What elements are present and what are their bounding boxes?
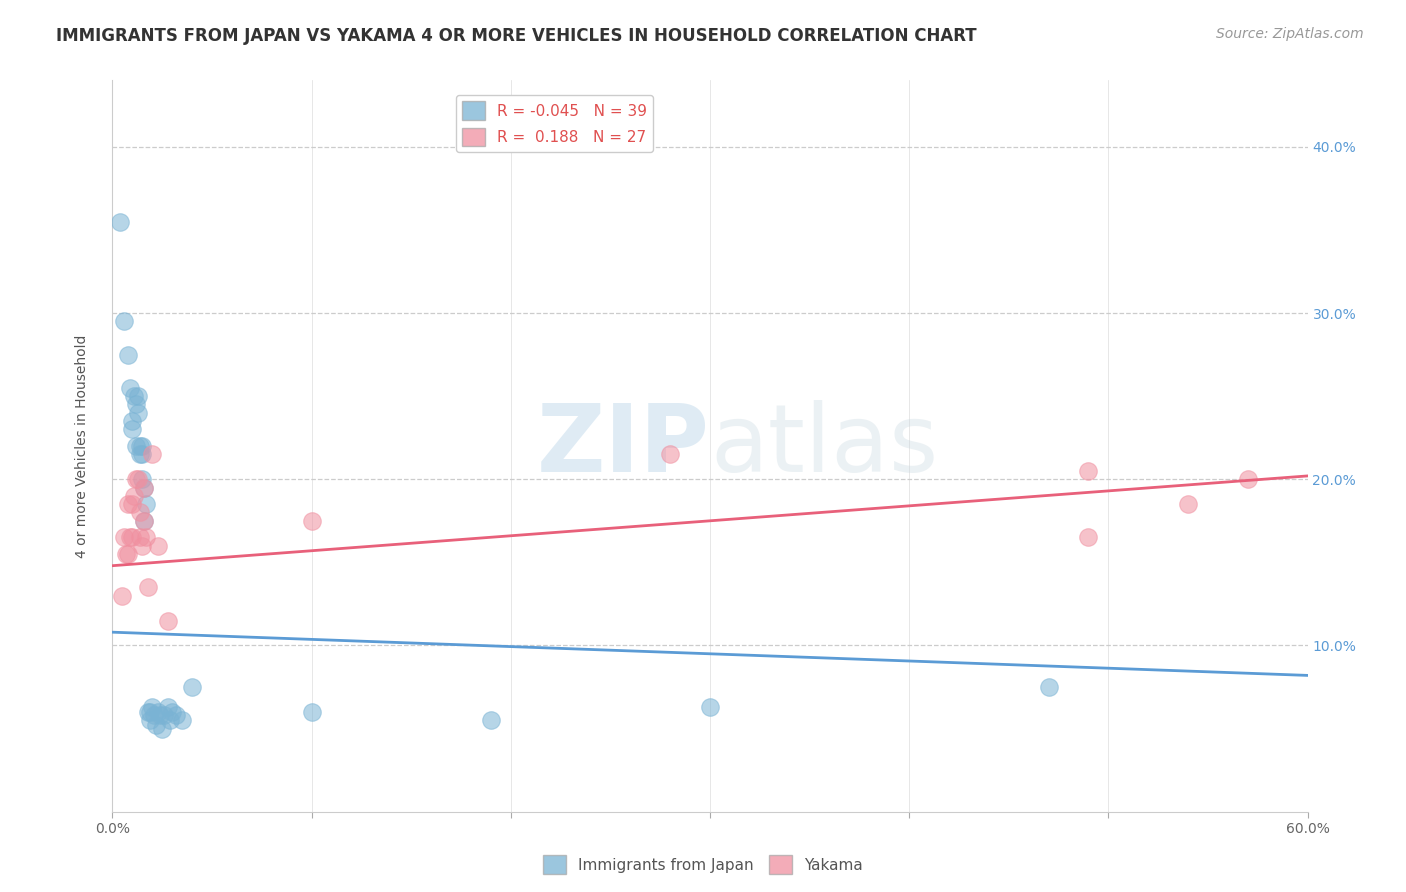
Point — [150, 722, 173, 736]
Point — [111, 589, 134, 603]
Point — [1038, 680, 1060, 694]
Text: atlas: atlas — [710, 400, 938, 492]
Point — [138, 705, 160, 719]
Point — [165, 708, 187, 723]
Point — [124, 389, 146, 403]
Point — [114, 530, 135, 544]
Point — [148, 705, 170, 719]
Point — [148, 539, 170, 553]
Point — [1077, 530, 1099, 544]
Point — [114, 314, 135, 328]
Point — [301, 514, 323, 528]
Point — [121, 414, 143, 428]
Point — [135, 530, 157, 544]
Point — [159, 714, 181, 728]
Point — [141, 700, 163, 714]
Point — [127, 406, 149, 420]
Point — [699, 700, 721, 714]
Point — [145, 718, 167, 732]
Point — [117, 547, 139, 561]
Point — [125, 472, 148, 486]
Point — [479, 714, 502, 728]
Text: ZIP: ZIP — [537, 400, 710, 492]
Point — [1177, 497, 1199, 511]
Point — [138, 580, 160, 594]
Point — [129, 506, 152, 520]
Point — [149, 708, 172, 723]
Legend: R = -0.045   N = 39, R =  0.188   N = 27: R = -0.045 N = 39, R = 0.188 N = 27 — [456, 95, 654, 153]
Point — [121, 497, 143, 511]
Point — [134, 514, 156, 528]
Point — [134, 481, 156, 495]
Y-axis label: 4 or more Vehicles in Household: 4 or more Vehicles in Household — [75, 334, 89, 558]
Point — [124, 489, 146, 503]
Point — [135, 497, 157, 511]
Point — [141, 447, 163, 461]
Point — [131, 539, 153, 553]
Point — [1237, 472, 1260, 486]
Point — [129, 447, 152, 461]
Point — [162, 705, 183, 719]
Point — [131, 472, 153, 486]
Point — [181, 680, 204, 694]
Point — [157, 700, 180, 714]
Point — [121, 422, 143, 436]
Point — [125, 439, 148, 453]
Point — [120, 530, 142, 544]
Point — [127, 472, 149, 486]
Text: IMMIGRANTS FROM JAPAN VS YAKAMA 4 OR MORE VEHICLES IN HOUSEHOLD CORRELATION CHAR: IMMIGRANTS FROM JAPAN VS YAKAMA 4 OR MOR… — [56, 27, 977, 45]
Point — [172, 714, 194, 728]
Point — [117, 497, 139, 511]
Text: Source: ZipAtlas.com: Source: ZipAtlas.com — [1216, 27, 1364, 41]
Point — [129, 439, 152, 453]
Point — [131, 439, 153, 453]
Point — [301, 705, 323, 719]
Point — [125, 397, 148, 411]
Point — [134, 514, 156, 528]
Point — [120, 381, 142, 395]
Point — [157, 614, 180, 628]
Legend: Immigrants from Japan, Yakama: Immigrants from Japan, Yakama — [537, 849, 869, 880]
Point — [127, 389, 149, 403]
Point — [1077, 464, 1099, 478]
Point — [134, 481, 156, 495]
Point — [153, 708, 176, 723]
Point — [129, 530, 152, 544]
Point — [143, 708, 166, 723]
Point — [121, 530, 143, 544]
Point — [139, 714, 162, 728]
Point — [115, 547, 138, 561]
Point — [659, 447, 682, 461]
Point — [139, 705, 162, 719]
Point — [117, 347, 139, 362]
Point — [110, 214, 132, 228]
Point — [131, 447, 153, 461]
